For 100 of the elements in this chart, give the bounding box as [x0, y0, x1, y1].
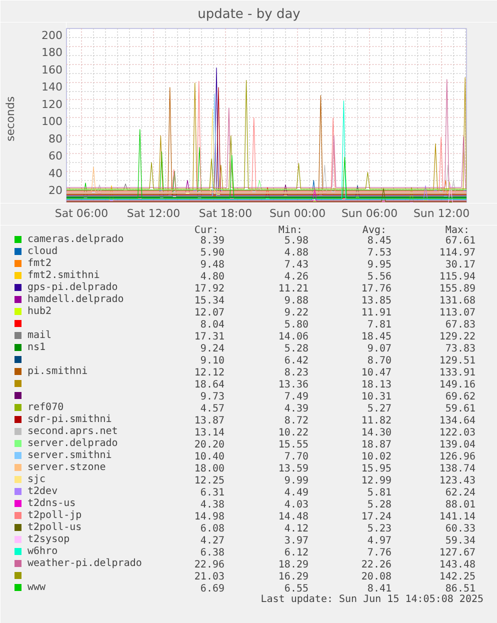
text: 69.62 — [445, 392, 476, 402]
text: 59.61 — [445, 404, 476, 414]
y-tick-label: 100 — [42, 115, 63, 128]
legend-label: second.aprs.net — [28, 426, 118, 437]
text: 6.08 — [200, 524, 225, 534]
text: 18.00 — [194, 464, 225, 474]
text: 139.04 — [439, 440, 476, 450]
text: 22.96 — [194, 560, 225, 570]
text: 7.49 — [284, 392, 309, 402]
legend-label: t2dev — [28, 486, 58, 497]
legend-label: hub2 — [28, 306, 52, 317]
text: 13.36 — [278, 380, 309, 390]
text: 17.92 — [194, 284, 225, 294]
legend-label: hamdell.delprado — [28, 294, 124, 305]
text: 4.97 — [367, 536, 392, 546]
text: 8.04 — [200, 320, 225, 330]
y-tick-label: 40 — [48, 166, 63, 180]
x-tick-label: Sun 12:00 — [413, 207, 470, 220]
text: 15.95 — [361, 464, 392, 474]
text: 115.94 — [439, 272, 476, 282]
text: 6.31 — [200, 488, 225, 498]
text: 4.80 — [200, 272, 225, 282]
text: 9.07 — [367, 344, 392, 354]
text: 13.87 — [194, 416, 225, 426]
text: 127.67 — [439, 548, 476, 558]
text: 20.08 — [361, 572, 392, 582]
text: 8.23 — [284, 368, 309, 378]
text: 4.27 — [200, 536, 225, 546]
text: 13.85 — [361, 296, 392, 306]
text: 6.69 — [200, 584, 225, 594]
text: Avg: — [362, 225, 387, 236]
text: 6.42 — [284, 356, 309, 366]
text: 7.76 — [367, 548, 392, 558]
y-tick-label: 20 — [48, 184, 63, 198]
text: 122.03 — [439, 428, 476, 438]
text: 18.64 — [194, 380, 225, 390]
text: 9.22 — [284, 308, 309, 318]
text: 17.31 — [194, 332, 225, 342]
text: 21.03 — [194, 572, 225, 582]
text: 6.38 — [200, 548, 225, 558]
x-tick-label: Sat 12:00 — [126, 207, 180, 220]
legend-label: ref070 — [28, 402, 64, 413]
x-tick-label: Sat 06:00 — [54, 207, 108, 220]
text: 143.48 — [439, 560, 476, 570]
y-tick-label: 80 — [48, 132, 63, 146]
text: 12.12 — [194, 368, 225, 378]
text: 13.14 — [194, 428, 225, 438]
text: 5.23 — [367, 524, 392, 534]
text: 5.28 — [284, 344, 309, 354]
y-tick-label: 200 — [42, 28, 63, 42]
text: 4.88 — [284, 248, 309, 258]
legend-label: cloud — [28, 246, 58, 257]
text: 8.70 — [367, 356, 392, 366]
text: 8.39 — [200, 236, 225, 246]
text: 73.83 — [445, 344, 476, 354]
text: 12.25 — [194, 476, 225, 486]
y-tick-label: 60 — [48, 150, 63, 163]
legend-label: mail — [28, 330, 52, 341]
text: 4.12 — [284, 524, 309, 534]
y-tick-label: 180 — [42, 46, 63, 60]
y-tick-label: 140 — [42, 80, 63, 94]
legend-label: server.smithni — [28, 450, 112, 461]
legend-label: ns1 — [28, 342, 46, 353]
text: 4.57 — [200, 404, 225, 414]
text: 30.17 — [445, 260, 476, 270]
text: 8.41 — [367, 584, 392, 594]
text: 60.33 — [445, 524, 476, 534]
text: 7.43 — [284, 260, 309, 270]
text: 9.48 — [200, 260, 225, 270]
text: 13.59 — [278, 464, 309, 474]
text: 4.03 — [284, 500, 309, 510]
text: 142.25 — [439, 572, 476, 582]
text: 123.43 — [439, 476, 476, 486]
text: 133.91 — [439, 368, 476, 378]
text: 22.26 — [361, 560, 392, 570]
legend-label: fmt2.smithni — [28, 270, 100, 281]
text: 4.49 — [284, 488, 309, 498]
y-tick-label: 120 — [42, 98, 63, 111]
text: 67.83 — [445, 320, 476, 330]
text: 12.99 — [361, 476, 392, 486]
text: 138.74 — [439, 464, 476, 474]
legend-label: sdr-pi.smithni — [28, 414, 112, 425]
text: 134.64 — [439, 416, 476, 426]
text: 18.29 — [278, 560, 309, 570]
text: 14.06 — [278, 332, 309, 342]
y-tick-label: 160 — [42, 63, 63, 76]
text: 7.70 — [284, 452, 309, 462]
legend-label: t2poll-jp — [28, 510, 82, 521]
text: 10.31 — [361, 392, 392, 402]
text: Max: — [445, 225, 470, 236]
chart-title: update - by day — [198, 7, 301, 22]
legend-label: t2poll-us — [28, 522, 82, 533]
text: 6.12 — [284, 548, 309, 558]
text: Min: — [278, 225, 303, 236]
x-tick-label: Sun 00:00 — [269, 207, 326, 220]
text: 5.80 — [284, 320, 309, 330]
text: 126.96 — [439, 452, 476, 462]
text: 67.61 — [445, 236, 476, 246]
text: 20.20 — [194, 440, 225, 450]
x-tick-label: Sun 06:00 — [341, 207, 398, 220]
